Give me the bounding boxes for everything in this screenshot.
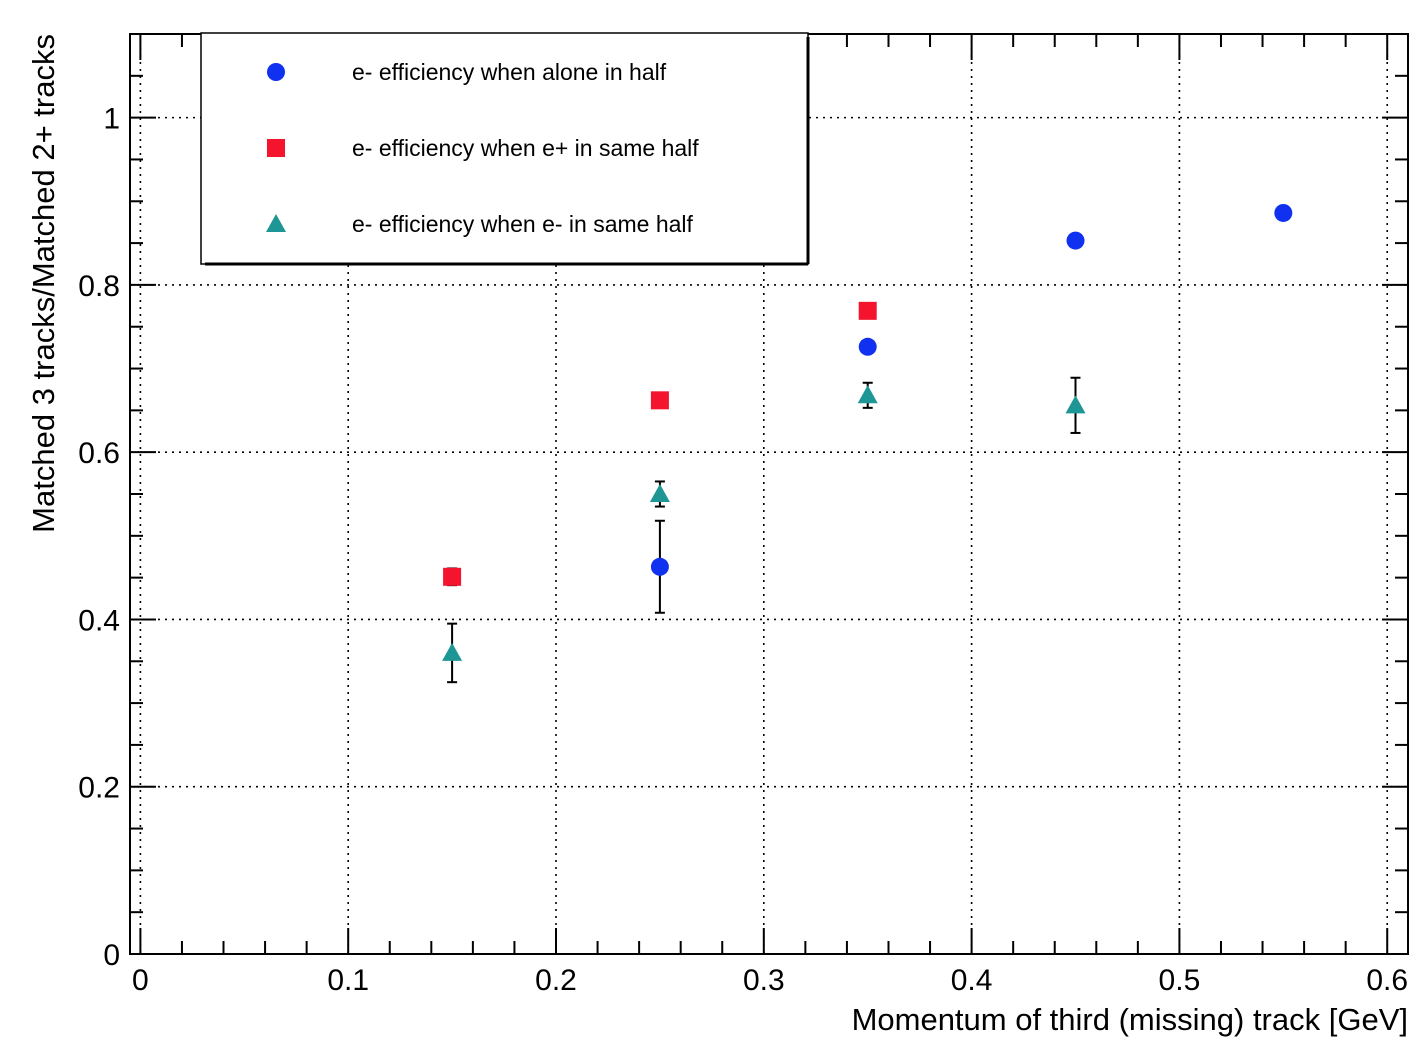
triangle-point	[649, 484, 670, 502]
x-tick-label: 0.2	[535, 964, 577, 997]
square-point	[443, 567, 462, 586]
legend: e- efficiency when alone in half e- effic…	[200, 32, 810, 266]
x-tick-label: 0.3	[743, 964, 785, 997]
triangle-point	[857, 385, 878, 404]
circle-point	[650, 557, 669, 576]
x-tick-label: 0.5	[1159, 964, 1201, 997]
y-tick-label: 0.4	[78, 604, 120, 637]
circle-point	[858, 337, 877, 356]
square-point	[858, 301, 877, 320]
legend-marker-square	[267, 139, 285, 157]
x-tick-label: 0.4	[951, 964, 993, 997]
legend-entry-label: e- efficiency when alone in half	[352, 59, 667, 85]
tick-labels: 0 0.1 0.2 0.3 0.4 0.5 0.6 0 0.2 0.4 0.6 0.8 1	[78, 103, 1408, 997]
data-points	[442, 203, 1293, 684]
y-axis-title: Matched 3 tracks/Matched 2+ tracks	[26, 34, 61, 533]
y-tick-label: 1	[103, 103, 120, 136]
x-tick-label: 0.6	[1366, 964, 1408, 997]
circle-point	[1274, 203, 1293, 222]
triangle-point	[442, 642, 463, 661]
legend-entry-label: e- efficiency when e- in same half	[352, 211, 694, 237]
circle-point	[1066, 231, 1085, 250]
y-tick-label: 0	[103, 939, 120, 972]
legend-box	[200, 32, 809, 265]
legend-marker-triangle	[266, 214, 286, 232]
legend-entry-label: e- efficiency when e+ in same half	[352, 135, 699, 161]
legend-marker-circle	[267, 63, 285, 81]
y-tick-label: 0.8	[78, 270, 120, 303]
y-tick-label: 0.2	[78, 772, 120, 805]
triangle-point	[1065, 395, 1086, 414]
x-axis-title: Momentum of third (missing) track [GeV]	[852, 1002, 1408, 1037]
x-tick-label: 0	[132, 964, 149, 997]
y-tick-label: 0.6	[78, 437, 120, 470]
square-point	[650, 391, 669, 410]
x-tick-label: 0.1	[327, 964, 369, 997]
